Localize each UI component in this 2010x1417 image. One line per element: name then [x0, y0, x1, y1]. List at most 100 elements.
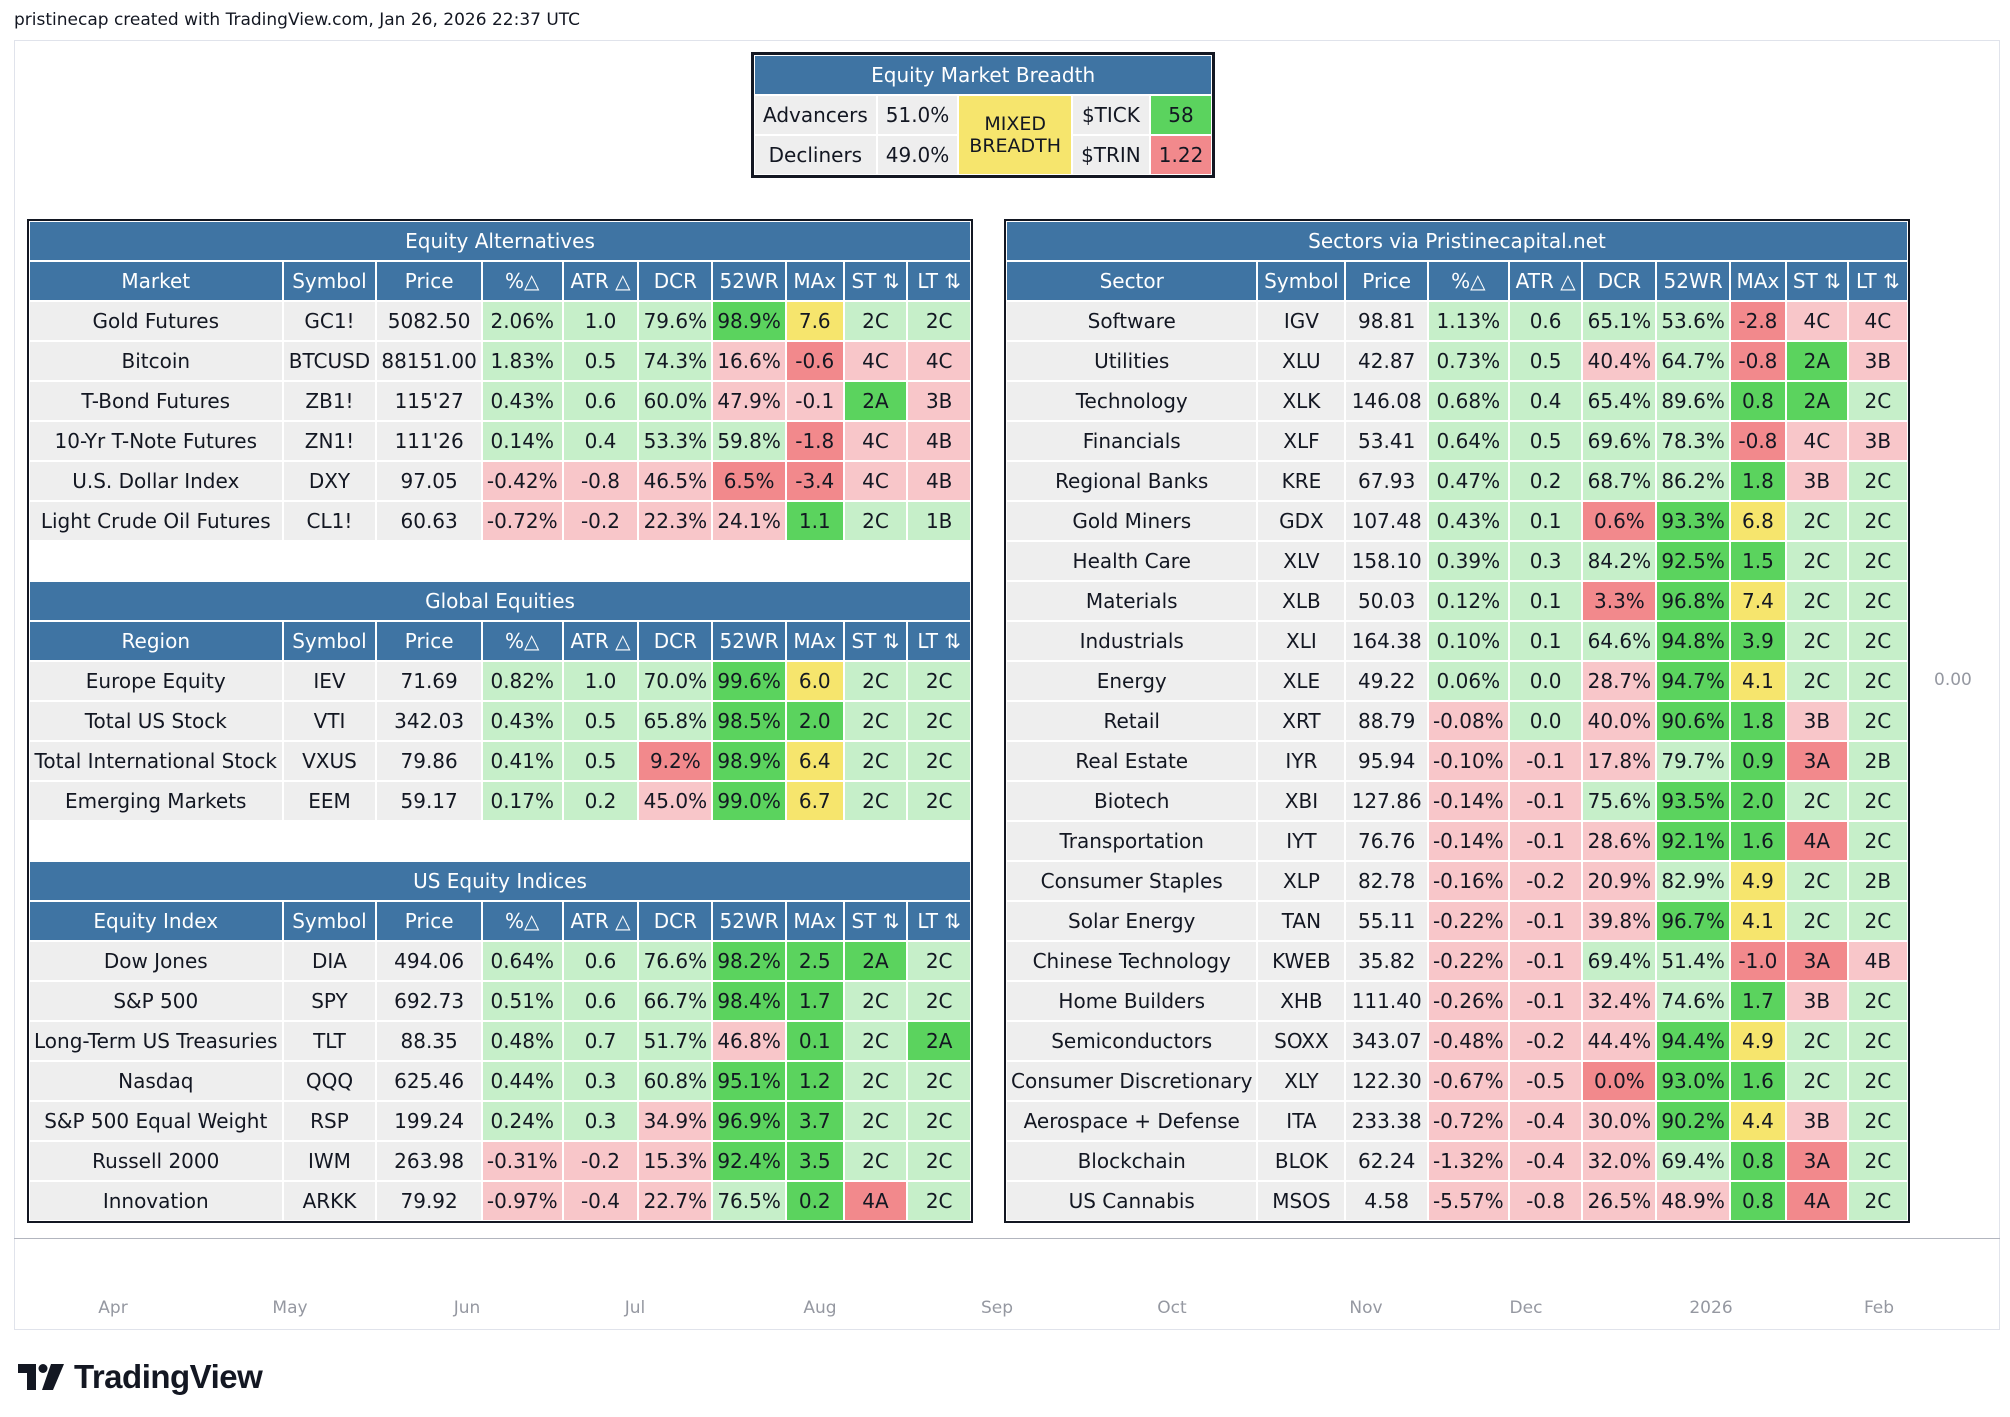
cell-lt: 2C	[1846, 1140, 1910, 1182]
row-name: Dow Jones	[28, 940, 284, 982]
table-row: Total International Stock VXUS 79.86 0.41% 0…	[28, 740, 972, 782]
cell-col2: 0.10%	[1426, 620, 1510, 662]
cell-dcr: 30.0%	[1581, 1100, 1658, 1142]
cell-max: 4.9	[1728, 1020, 1787, 1062]
cell-price: 97.05	[375, 460, 483, 502]
cell-lt: 4C	[1846, 300, 1910, 342]
section-title-us-equity-indices: US Equity Indices	[28, 860, 972, 902]
cell-st: 4A	[1784, 820, 1849, 862]
row-name: Health Care	[1004, 540, 1259, 582]
table-row: Utilities XLU 42.87 0.73% 0.5 40.4% 64.7% -0.8 2…	[1004, 340, 1910, 382]
cell-price: 158.10	[1344, 540, 1429, 582]
cell-atr: -0.4	[561, 1180, 640, 1222]
cell-max: 2.0	[784, 700, 845, 742]
table-row: Transportation IYT 76.76 -0.14% -0.1 28.6% 92.…	[1004, 820, 1910, 862]
breadth-status: MIXED BREADTH	[957, 94, 1074, 176]
cell-dcr: 74.3%	[637, 340, 714, 382]
cell-max: 0.9	[1728, 740, 1787, 782]
spacer-cell	[29, 541, 971, 581]
cell-dcr: 0.6%	[1581, 500, 1658, 542]
cell-col2: -0.22%	[1426, 900, 1510, 942]
cell-col2: 0.82%	[480, 660, 564, 702]
cell-lt: 2B	[1846, 860, 1910, 902]
time-axis-divider	[14, 1238, 2000, 1239]
cell-symbol: MSOS	[1256, 1180, 1347, 1222]
cell-st: 2C	[1784, 1060, 1849, 1102]
cell-max: 1.5	[1728, 540, 1787, 582]
cell-price: 60.63	[375, 500, 483, 542]
cell-symbol: XLE	[1256, 660, 1347, 702]
cell-52wr: 16.6%	[711, 340, 787, 382]
column-header-price: Price	[375, 900, 483, 942]
cell-atr: 0.1	[1507, 620, 1584, 662]
cell-52wr: 48.9%	[1655, 1180, 1731, 1222]
column-header-max: MAx	[784, 260, 845, 302]
cell-max: 1.8	[1728, 700, 1787, 742]
cell-col2: -0.97%	[480, 1180, 564, 1222]
table-row: Gold Futures GC1! 5082.50 2.06% 1.0 79.6% 98.9…	[28, 300, 972, 342]
cell-dcr: 65.1%	[1581, 300, 1658, 342]
row-name: Solar Energy	[1004, 900, 1259, 942]
row-name: Gold Futures	[28, 300, 284, 342]
cell-col2: -0.22%	[1426, 940, 1510, 982]
cell-st: 3A	[1784, 740, 1849, 782]
cell-atr: -0.8	[1507, 1180, 1584, 1222]
cell-52wr: 46.8%	[711, 1020, 787, 1062]
section-title-global-equities: Global Equities	[28, 580, 972, 622]
cell-lt: 2C	[1846, 700, 1910, 742]
cell-dcr: 17.8%	[1581, 740, 1658, 782]
cell-st: 3B	[1784, 1100, 1849, 1142]
tradingview-logo[interactable]: TradingView	[18, 1358, 263, 1396]
table-row: Home Builders XHB 111.40 -0.26% -0.1 32.4% 74.…	[1004, 980, 1910, 1022]
chart-pane[interactable]	[14, 40, 2000, 1330]
cell-col2: 0.14%	[480, 420, 564, 462]
cell-lt: 2C	[906, 940, 972, 982]
decliners-label: Decliners	[753, 134, 878, 176]
section-spacer	[29, 541, 971, 581]
cell-col2: -0.10%	[1426, 740, 1510, 782]
cell-dcr: 84.2%	[1581, 540, 1658, 582]
cell-price: 35.82	[1344, 940, 1429, 982]
spacer-cell	[29, 821, 971, 861]
cell-price: 88.35	[375, 1020, 483, 1062]
cell-52wr: 78.3%	[1655, 420, 1731, 462]
cell-price: 95.94	[1344, 740, 1429, 782]
cell-lt: 2C	[906, 780, 972, 822]
row-name: Technology	[1004, 380, 1259, 422]
cell-52wr: 86.2%	[1655, 460, 1731, 502]
cell-atr: -0.1	[1507, 820, 1584, 862]
cell-dcr: 75.6%	[1581, 780, 1658, 822]
row-name: Home Builders	[1004, 980, 1259, 1022]
decliners-value: 49.0%	[875, 134, 960, 176]
cell-max: -2.8	[1728, 300, 1787, 342]
cell-lt: 2C	[1846, 1060, 1910, 1102]
cell-dcr: 60.0%	[637, 380, 714, 422]
column-header-dcr: DCR	[637, 260, 714, 302]
cell-price: 42.87	[1344, 340, 1429, 382]
cell-st: 4A	[1784, 1180, 1849, 1222]
cell-atr: -0.2	[561, 500, 640, 542]
column-header-52wr: 52WR	[711, 260, 787, 302]
cell-atr: 0.7	[561, 1020, 640, 1062]
cell-lt: 4C	[906, 340, 972, 382]
cell-col2: 1.13%	[1426, 300, 1510, 342]
row-name: Gold Miners	[1004, 500, 1259, 542]
cell-dcr: 66.7%	[637, 980, 714, 1022]
column-header-max: MAx	[784, 900, 845, 942]
cell-symbol: SPY	[281, 980, 378, 1022]
cell-lt: 2C	[1846, 980, 1910, 1022]
cell-dcr: 22.7%	[637, 1180, 714, 1222]
cell-col2: 0.68%	[1426, 380, 1510, 422]
cell-52wr: 6.5%	[711, 460, 787, 502]
row-name: US Cannabis	[1004, 1180, 1259, 1222]
table-row: Retail XRT 88.79 -0.08% 0.0 40.0% 90.6% 1.8 3B 2C	[1004, 700, 1910, 742]
column-header-max: MAx	[784, 620, 845, 662]
row-name: Innovation	[28, 1180, 284, 1222]
cell-symbol: BTCUSD	[281, 340, 378, 382]
cell-max: 0.8	[1728, 1140, 1787, 1182]
cell-symbol: IEV	[281, 660, 378, 702]
table-row: Russell 2000 IWM 263.98 -0.31% -0.2 15.3% 92.4…	[28, 1140, 972, 1182]
column-header-dcr: DCR	[637, 900, 714, 942]
table-row: Consumer Discretionary XLY 122.30 -0.67% -0.…	[1004, 1060, 1910, 1102]
cell-symbol: VTI	[281, 700, 378, 742]
